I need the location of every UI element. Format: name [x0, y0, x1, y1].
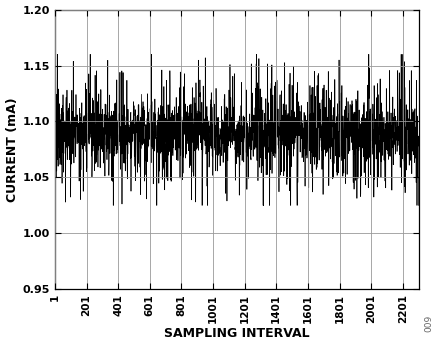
Text: 009: 009 [423, 315, 432, 332]
X-axis label: SAMPLING INTERVAL: SAMPLING INTERVAL [164, 327, 309, 340]
Y-axis label: CURRENT (mA): CURRENT (mA) [6, 97, 19, 202]
